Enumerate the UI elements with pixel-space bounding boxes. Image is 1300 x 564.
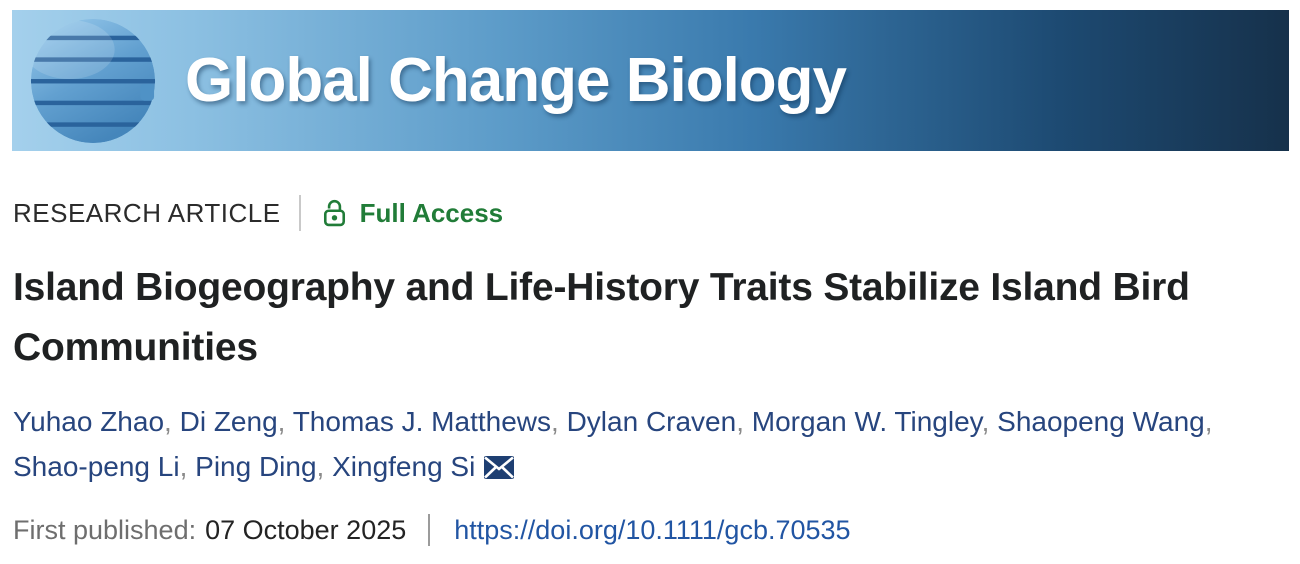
publication-row: First published: 07 October 2025 https:/… [13,512,1288,548]
journal-banner: Global Change Biology [12,10,1289,151]
author-separator: , [316,451,333,482]
open-lock-icon [323,199,345,227]
author-link[interactable]: Morgan W. Tingley [751,406,982,437]
pub-divider [428,514,431,546]
author-link[interactable]: Shao-peng Li [13,451,180,482]
article-header-page: Global Change Biology RESEARCH ARTICLE F… [12,10,1289,548]
meta-divider [298,195,301,231]
author-link[interactable]: Dylan Craven [566,406,737,437]
article-title: Island Biogeography and Life-History Tra… [13,266,1190,369]
globe-icon [30,18,156,143]
article-meta-row: RESEARCH ARTICLE Full Access [13,195,1288,231]
journal-title: Global Change Biology [185,46,847,115]
author-names: Yuhao Zhao, Di Zeng, Thomas J. Matthews,… [13,406,1213,482]
author-separator: , [551,406,567,437]
article-type-label: RESEARCH ARTICLE [13,197,281,228]
access-badge: Full Access [321,197,504,229]
author-separator: , [179,451,196,482]
authors-list: Yuhao Zhao, Di Zeng, Thomas J. Matthews,… [13,399,1268,489]
author-separator: , [164,406,180,437]
access-label: Full Access [359,197,504,228]
published-date: 07 October 2025 [205,514,407,545]
author-separator: , [277,406,293,437]
author-separator: , [981,406,998,437]
author-link[interactable]: Thomas J. Matthews [292,406,552,437]
author-link[interactable]: Xingfeng Si [332,451,476,482]
doi-link[interactable]: https://doi.org/10.1111/gcb.70535 [454,514,851,545]
author-separator: , [736,406,752,437]
author-link[interactable]: Yuhao Zhao [13,406,165,437]
author-separator: , [1204,406,1213,437]
author-link[interactable]: Shaopeng Wang [997,406,1205,437]
author-link[interactable]: Ping Ding [195,451,317,482]
first-published-label: First published: [13,514,197,545]
envelope-icon[interactable] [484,456,515,479]
author-link[interactable]: Di Zeng [179,406,278,437]
